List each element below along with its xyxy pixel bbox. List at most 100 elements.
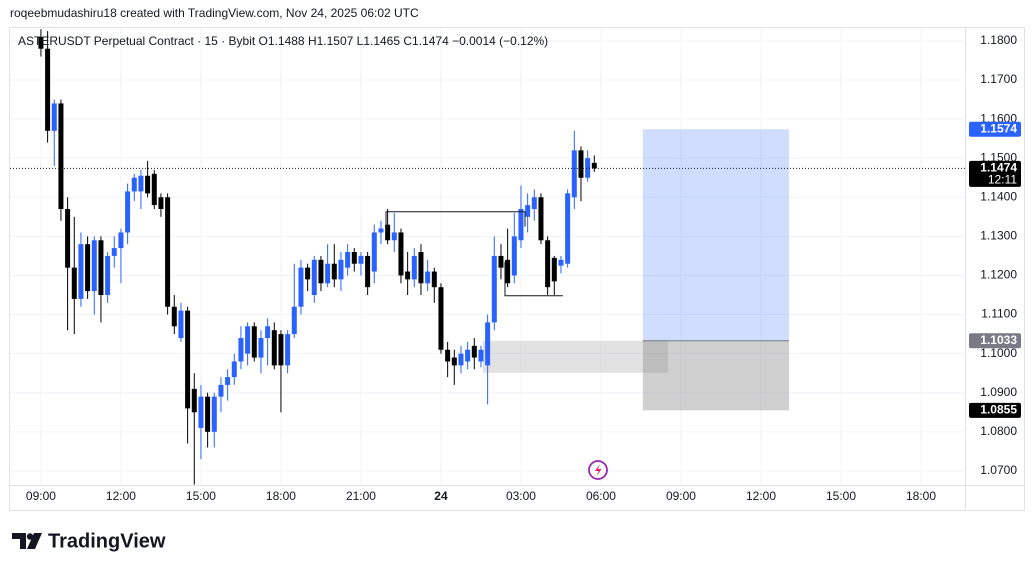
candle-body: [198, 396, 204, 428]
brand-name: TradingView: [48, 530, 166, 552]
legend: ASTERUSDT Perpetual Contract · 15 · Bybi…: [18, 34, 548, 48]
candle-body: [511, 236, 517, 276]
x-tick-label: 15:00: [186, 489, 216, 503]
target-price-tag: 1.1574: [980, 121, 1017, 135]
candle-body: [145, 175, 151, 194]
x-tick-label: 06:00: [586, 489, 616, 503]
candle-body: [451, 357, 457, 366]
candle-body: [431, 271, 437, 288]
candle-body: [158, 197, 164, 210]
candle-body: [411, 255, 417, 280]
y-tick-label: 1.1200: [980, 268, 1017, 282]
candle-body: [471, 345, 477, 358]
candle-body: [331, 263, 337, 280]
entry-price-tag: 1.1033: [980, 333, 1017, 347]
candle-body: [231, 361, 237, 378]
y-tick-label: 1.1000: [980, 346, 1017, 360]
candle-body: [498, 255, 504, 268]
x-tick-label: 03:00: [506, 489, 536, 503]
bracket-drawing: [504, 261, 563, 297]
candle-body: [438, 287, 444, 350]
overlays: [482, 129, 789, 411]
bracket-drawing: [385, 211, 526, 233]
symbol: ASTERUSDT Perpetual Contract · 15 · Bybi…: [18, 34, 256, 48]
chart-frame: [9, 27, 1025, 511]
zone: [482, 340, 668, 373]
candle-body: [251, 326, 257, 358]
candle-body: [278, 334, 284, 366]
candle-body: [125, 191, 131, 233]
ohlc-open: O1.1488: [259, 34, 305, 48]
candle-body: [171, 306, 177, 327]
candle-body: [385, 224, 391, 241]
last-price-tag-bg: [969, 160, 1021, 187]
candle-body: [138, 175, 144, 192]
candle-body: [525, 205, 531, 217]
ohlc-low: L1.1465: [357, 34, 401, 48]
candles: [38, 29, 597, 485]
candle-body: [425, 271, 431, 284]
candle-body: [565, 193, 571, 264]
candle-body: [178, 310, 184, 339]
candle-body: [311, 259, 317, 296]
candle-body: [478, 349, 484, 362]
y-tick-label: 1.1100: [981, 307, 1017, 321]
candle-body: [458, 353, 464, 366]
candle-body: [338, 259, 344, 280]
candle-body: [405, 271, 411, 280]
candle-body: [85, 244, 91, 292]
x-tick-label: 09:00: [26, 489, 56, 503]
candle-body: [318, 259, 324, 284]
x-tick-label: 18:00: [906, 489, 936, 503]
candle-body: [245, 326, 251, 354]
y-tick-label: 1.1300: [980, 229, 1017, 243]
stop-price-tag: 1.0855: [980, 403, 1017, 417]
candle-body: [98, 240, 104, 296]
candle-body: [545, 240, 551, 288]
candle-body: [105, 255, 111, 296]
alert-icon[interactable]: [588, 460, 608, 480]
last-price-tag: 1.1474: [980, 161, 1017, 175]
candle-body: [65, 209, 71, 268]
candle-body: [265, 326, 271, 339]
candle-body: [165, 197, 171, 307]
candle-body: [391, 232, 397, 241]
candle-body: [258, 338, 264, 358]
candle-body: [398, 232, 404, 276]
candle-body: [551, 257, 557, 282]
candle-body: [38, 36, 44, 49]
candle-body: [371, 232, 377, 272]
candle-body: [345, 252, 351, 268]
candle-body: [91, 240, 97, 292]
candle-body: [78, 244, 84, 299]
candle-body: [51, 103, 57, 131]
candle-body: [505, 259, 511, 284]
drawings: [10, 167, 965, 297]
candle-body: [365, 255, 371, 288]
logo-v: [27, 533, 42, 549]
candle-body: [118, 232, 124, 249]
candle-body: [191, 388, 197, 413]
candle-body: [298, 267, 304, 307]
x-tick-label: 15:00: [826, 489, 856, 503]
y-tick-label: 1.0900: [980, 385, 1017, 399]
candle-body: [185, 310, 191, 409]
candle-body: [585, 158, 591, 178]
candle-body: [285, 334, 291, 366]
last-price-tag-countdown: 12:11: [988, 173, 1017, 187]
candle-body: [518, 209, 524, 241]
alert-bolt: [595, 464, 602, 476]
change: −0.0014 (−0.12%): [452, 34, 548, 48]
candle-body: [218, 384, 224, 397]
candle-body: [45, 48, 51, 131]
stop-price-tag-bg: [969, 402, 1021, 418]
x-tick-label: 24: [434, 489, 448, 503]
candle-body: [571, 150, 577, 198]
candle-body: [225, 377, 231, 385]
target-price-tag-bg: [969, 121, 1021, 137]
candle-body: [418, 252, 424, 284]
candle-body: [291, 306, 297, 335]
